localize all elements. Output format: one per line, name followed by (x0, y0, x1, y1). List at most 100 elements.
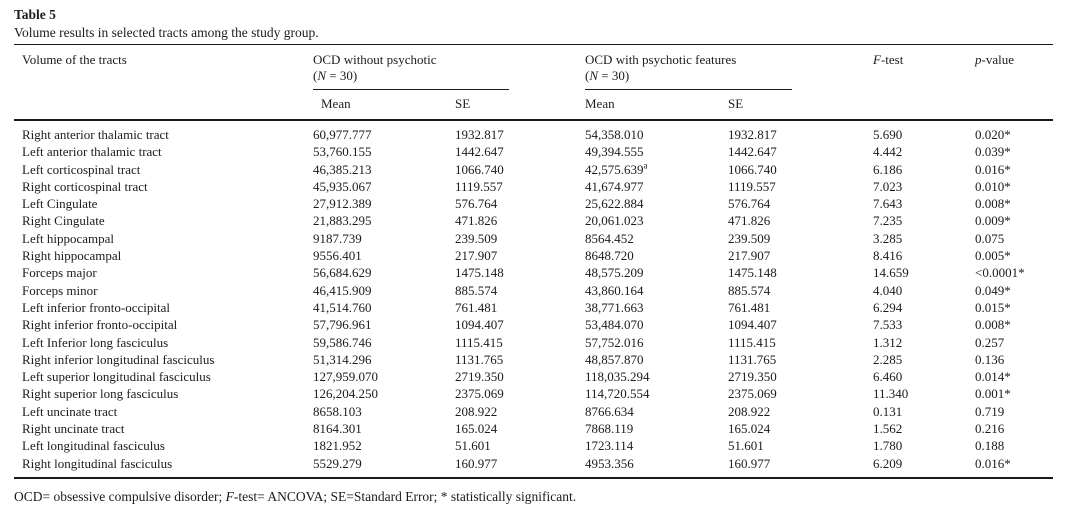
se2-cell: 1094.407 (728, 317, 777, 333)
table-row: Left superior longitudinal fasciculus 127… (14, 368, 1053, 385)
se1-cell: 2375.069 (455, 386, 504, 402)
table-row: Right anterior thalamic tract 60,977.777 1… (14, 120, 1053, 143)
table-row: Right uncinate tract 8164.301 165.024 7868.… (14, 420, 1053, 437)
mean1-cell: 53,760.155 (313, 144, 372, 160)
se1-cell: 1119.557 (455, 178, 503, 194)
pvalue-cell: 0.020* (975, 127, 1011, 142)
mean1-cell: 8658.103 (313, 403, 362, 419)
table-row: Right Cingulate 21,883.295 471.826 20,061.0… (14, 212, 1053, 229)
pvalue-cell: 0.016* (975, 161, 1011, 177)
mean2-cell: 41,674.977 (585, 178, 644, 194)
tract-cell: Right superior long fasciculus (22, 386, 179, 402)
se1-cell: 471.826 (455, 213, 498, 229)
se2-cell: 885.574 (728, 282, 771, 298)
mean2-cell: 118,035.294 (585, 369, 650, 385)
table-label: Table 5 (14, 7, 56, 22)
mean1-cell: 57,796.961 (313, 317, 372, 333)
mean1-cell: 21,883.295 (313, 213, 372, 229)
table-row: Left Cingulate 27,912.389 576.764 25,622.88… (14, 195, 1053, 212)
tract-cell: Right uncinate tract (22, 421, 125, 437)
volume-results-table: Volume of the tracts OCD without psychot… (14, 44, 1053, 479)
table-caption: Volume results in selected tracts among … (14, 25, 319, 40)
mean2-cell: 8648.720 (585, 248, 634, 264)
tract-cell: Right inferior fronto-occipital (22, 317, 178, 333)
pvalue-cell: 0.009* (975, 213, 1011, 229)
pvalue-cell: 0.005* (975, 248, 1011, 264)
ftest-cell: 3.285 (873, 230, 903, 246)
column-header-mean-2: Mean (585, 96, 615, 111)
table-row: Right hippocampal 9556.401 217.907 8648.720… (14, 247, 1053, 264)
tract-cell: Left Inferior long fasciculus (22, 334, 169, 350)
ftest-cell: 8.416 (873, 248, 903, 264)
mean1-cell: 127,959.070 (313, 369, 378, 385)
tract-cell: Left anterior thalamic tract (22, 144, 162, 160)
pvalue-cell: 0.008* (975, 317, 1011, 333)
table-row: Forceps minor 46,415.909 885.574 43,860.164… (14, 282, 1053, 299)
tract-cell: Left superior longitudinal fasciculus (22, 369, 211, 385)
pvalue-cell: 0.719 (975, 403, 1005, 419)
mean1-cell: 56,684.629 (313, 265, 372, 281)
table-row: Left corticospinal tract 46,385.213 1066.7… (14, 161, 1053, 178)
pvalue-cell: <0.0001* (975, 265, 1025, 281)
table-row: Right corticospinal tract 45,935.067 1119.… (14, 178, 1053, 195)
column-header-se-2: SE (728, 96, 744, 111)
pvalue-cell: 0.015* (975, 299, 1011, 315)
table-row: Left hippocampal 9187.739 239.509 8564.452 2… (14, 230, 1053, 247)
ftest-cell: 6.186 (873, 161, 903, 177)
table-row: Left uncinate tract 8658.103 208.922 8766.6… (14, 403, 1053, 420)
footnote-marker: a (643, 160, 648, 171)
pvalue-cell: 0.016* (975, 455, 1011, 471)
group2-n: (N = 30) (585, 68, 630, 83)
pvalue-cell: 0.075 (975, 230, 1005, 246)
mean1-cell: 46,385.213 (313, 161, 372, 177)
mean1-cell: 46,415.909 (313, 282, 372, 298)
pvalue-cell: 0.188 (975, 438, 1005, 454)
mean1-cell: 8164.301 (313, 421, 362, 437)
tract-cell: Left hippocampal (22, 230, 115, 246)
ftest-cell: 2.285 (873, 351, 903, 367)
ftest-cell: 14.659 (873, 265, 909, 281)
mean2-cell: 114,720.554 (585, 386, 650, 402)
tract-cell: Left Cingulate (22, 196, 98, 212)
se1-cell: 1932.817 (455, 127, 504, 142)
mean1-cell: 59,586.746 (313, 334, 372, 350)
ftest-cell: 4.442 (873, 144, 903, 160)
mean2-cell: 57,752.016 (585, 334, 644, 350)
se1-cell: 1115.415 (455, 334, 503, 350)
pvalue-cell: 0.008* (975, 196, 1011, 212)
table-row: Left Inferior long fasciculus 59,586.746 1… (14, 334, 1053, 351)
table-footnote: OCD= obsessive compulsive disorder; F-te… (14, 488, 577, 504)
tract-cell: Right anterior thalamic tract (22, 127, 169, 142)
mean2-cell: 42,575.639a (585, 160, 648, 177)
mean2-cell: 48,575.209 (585, 265, 644, 281)
pvalue-cell: 0.049* (975, 282, 1011, 298)
ftest-cell: 1.562 (873, 421, 903, 437)
ftest-cell: 5.690 (873, 127, 903, 142)
tract-cell: Left inferior fronto-occipital (22, 299, 170, 315)
ftest-cell: 7.533 (873, 317, 903, 333)
ftest-cell: 11.340 (873, 386, 909, 402)
se2-cell: 1442.647 (728, 144, 777, 160)
se2-cell: 1131.765 (728, 351, 777, 367)
table-row: Right inferior fronto-occipital 57,796.96… (14, 316, 1053, 333)
pvalue-cell: 0.257 (975, 334, 1005, 350)
ftest-cell: 1.780 (873, 438, 903, 454)
mean2-cell: 48,857.870 (585, 351, 644, 367)
ftest-cell: 1.312 (873, 334, 903, 350)
se1-cell: 761.481 (455, 299, 498, 315)
mean1-cell: 45,935.067 (313, 178, 372, 194)
mean1-cell: 51,314.296 (313, 351, 372, 367)
tract-cell: Left uncinate tract (22, 403, 118, 419)
tract-cell: Right longitudinal fasciculus (22, 455, 173, 471)
mean1-cell: 5529.279 (313, 455, 362, 471)
se1-cell: 160.977 (455, 455, 498, 471)
se2-cell: 160.977 (728, 455, 771, 471)
se2-cell: 2719.350 (728, 369, 777, 385)
mean2-cell: 7868.119 (585, 421, 634, 437)
se2-cell: 51.601 (728, 438, 764, 454)
se2-cell: 1066.740 (728, 161, 777, 177)
ftest-cell: 6.294 (873, 299, 903, 315)
tract-cell: Right hippocampal (22, 248, 122, 264)
se1-cell: 1066.740 (455, 161, 504, 177)
mean2-cell: 38,771.663 (585, 299, 644, 315)
